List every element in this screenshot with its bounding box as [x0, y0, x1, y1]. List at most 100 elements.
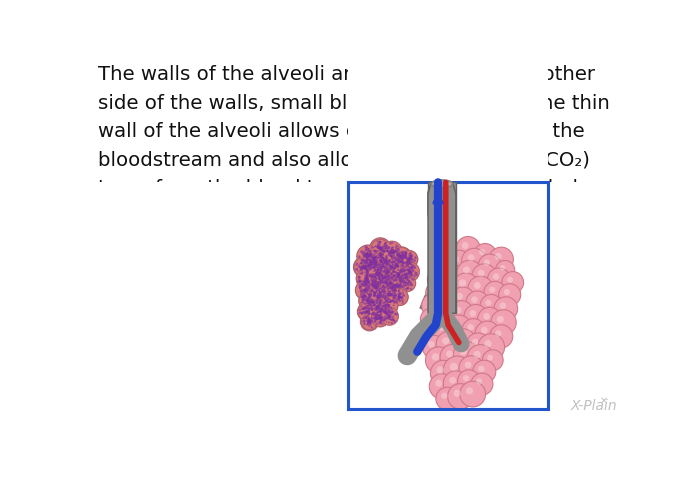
Circle shape: [369, 321, 371, 322]
Circle shape: [369, 322, 370, 323]
Circle shape: [383, 261, 385, 264]
Circle shape: [390, 266, 392, 269]
Circle shape: [400, 273, 402, 276]
Circle shape: [362, 267, 365, 270]
Circle shape: [384, 260, 387, 263]
Circle shape: [413, 258, 414, 260]
Circle shape: [437, 366, 444, 374]
Circle shape: [364, 267, 365, 269]
Circle shape: [400, 268, 402, 270]
Circle shape: [388, 301, 389, 303]
Circle shape: [400, 255, 402, 258]
Circle shape: [368, 313, 370, 315]
Circle shape: [400, 262, 401, 263]
Circle shape: [383, 259, 384, 261]
Circle shape: [384, 291, 387, 293]
Circle shape: [365, 311, 367, 313]
Circle shape: [443, 356, 471, 384]
Circle shape: [388, 252, 389, 253]
Circle shape: [375, 245, 377, 247]
Circle shape: [378, 250, 381, 252]
Circle shape: [374, 310, 376, 311]
Circle shape: [361, 290, 363, 292]
Circle shape: [405, 264, 407, 267]
Circle shape: [365, 288, 368, 291]
Circle shape: [386, 249, 389, 252]
Circle shape: [376, 264, 377, 265]
Circle shape: [370, 257, 371, 258]
Circle shape: [389, 256, 391, 258]
Circle shape: [389, 288, 391, 289]
Circle shape: [379, 311, 382, 312]
Circle shape: [388, 284, 389, 285]
Circle shape: [368, 320, 371, 323]
Circle shape: [384, 318, 386, 321]
Circle shape: [408, 271, 410, 273]
Circle shape: [389, 282, 392, 284]
Circle shape: [378, 319, 379, 320]
Circle shape: [372, 259, 375, 262]
Circle shape: [393, 267, 395, 269]
Circle shape: [384, 306, 386, 309]
Circle shape: [391, 288, 393, 291]
Circle shape: [377, 317, 379, 320]
Circle shape: [381, 265, 383, 268]
Circle shape: [391, 311, 393, 313]
Circle shape: [381, 275, 383, 277]
Circle shape: [391, 251, 393, 253]
Circle shape: [402, 281, 404, 283]
Circle shape: [358, 266, 359, 268]
Circle shape: [377, 297, 378, 298]
Circle shape: [393, 295, 395, 297]
Circle shape: [397, 261, 399, 263]
Circle shape: [381, 309, 382, 310]
Circle shape: [396, 285, 399, 288]
Circle shape: [400, 296, 402, 298]
Circle shape: [377, 298, 379, 299]
Circle shape: [368, 316, 370, 318]
Circle shape: [381, 308, 383, 311]
Circle shape: [387, 285, 389, 287]
Circle shape: [471, 296, 477, 303]
Circle shape: [376, 264, 378, 265]
Circle shape: [391, 252, 393, 253]
Circle shape: [374, 300, 376, 302]
Circle shape: [377, 314, 379, 316]
Circle shape: [386, 260, 389, 262]
Circle shape: [391, 251, 393, 252]
Circle shape: [362, 295, 365, 298]
Circle shape: [396, 275, 399, 278]
Circle shape: [405, 281, 407, 283]
Circle shape: [375, 312, 378, 314]
Circle shape: [386, 248, 388, 250]
Circle shape: [391, 288, 408, 306]
Circle shape: [390, 249, 393, 252]
Circle shape: [358, 310, 360, 312]
Circle shape: [376, 280, 379, 283]
Circle shape: [386, 271, 388, 273]
Circle shape: [382, 257, 384, 260]
Circle shape: [384, 277, 386, 279]
Circle shape: [378, 277, 381, 280]
Circle shape: [504, 289, 510, 295]
Circle shape: [367, 253, 368, 255]
Circle shape: [384, 297, 386, 299]
Circle shape: [396, 286, 398, 288]
Circle shape: [368, 265, 370, 268]
Circle shape: [382, 265, 384, 267]
Circle shape: [381, 249, 384, 252]
Circle shape: [372, 266, 375, 268]
Circle shape: [397, 248, 399, 250]
Circle shape: [355, 268, 358, 271]
Circle shape: [386, 244, 389, 246]
Circle shape: [412, 282, 414, 284]
Circle shape: [386, 284, 388, 286]
Circle shape: [387, 252, 389, 254]
Circle shape: [389, 275, 391, 277]
Circle shape: [368, 312, 370, 313]
Circle shape: [381, 279, 383, 281]
Circle shape: [382, 288, 384, 290]
Circle shape: [385, 256, 388, 259]
Circle shape: [392, 283, 393, 284]
Circle shape: [376, 309, 378, 312]
